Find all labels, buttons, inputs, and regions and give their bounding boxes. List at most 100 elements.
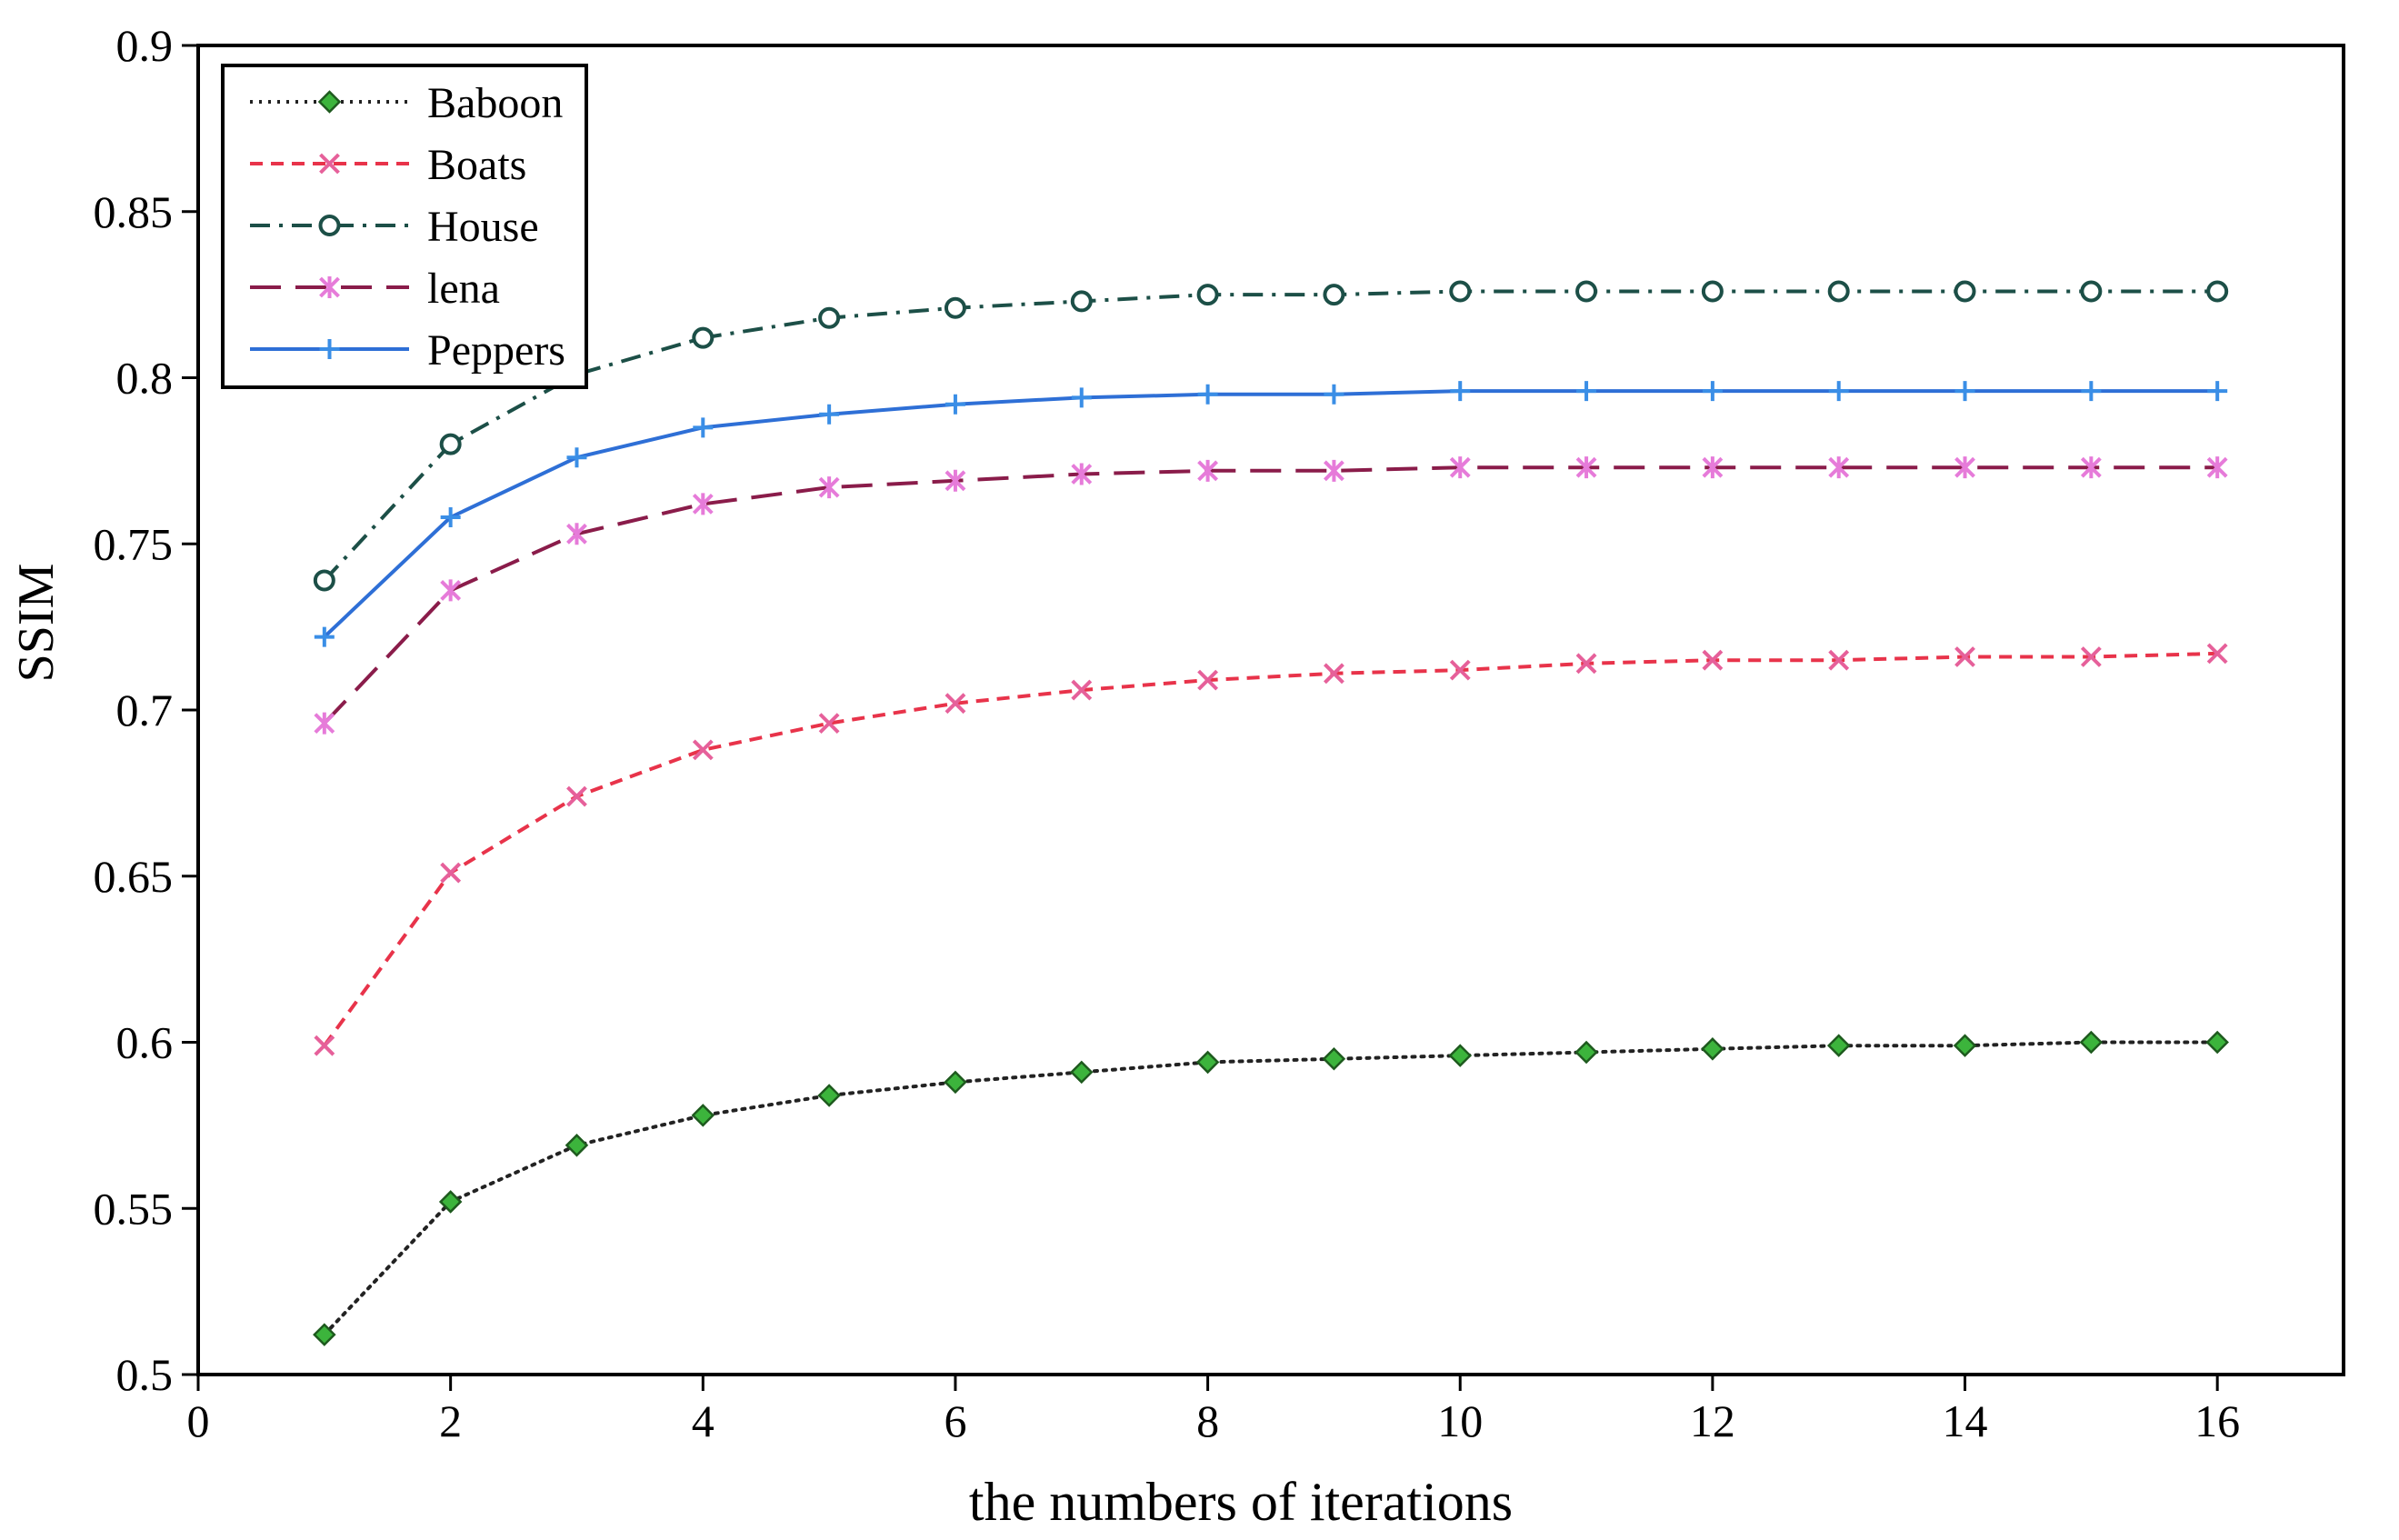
x-tick-label: 0 (187, 1395, 210, 1446)
data-point-lena (1575, 456, 1597, 479)
data-point-boats (1197, 669, 1219, 691)
x-tick-label: 10 (1437, 1395, 1483, 1446)
legend-label-house: House (427, 203, 539, 251)
data-point-peppers (1828, 381, 1849, 402)
data-point-lena (818, 476, 840, 499)
data-point-boats (2206, 643, 2228, 665)
data-point-house (692, 326, 715, 349)
data-point-house (1449, 280, 1472, 303)
data-point-peppers (1197, 384, 1218, 405)
data-point-boats (818, 713, 840, 735)
data-point-peppers (1450, 381, 1471, 402)
data-point-house (944, 296, 966, 319)
data-point-lena (1323, 459, 1344, 482)
series-peppers (314, 381, 2228, 647)
series-line-house (323, 289, 2218, 582)
data-point-peppers (1576, 381, 1597, 402)
data-point-house (818, 306, 841, 329)
x-tick-label: 4 (692, 1395, 715, 1446)
data-point-baboon (565, 1134, 589, 1157)
data-point-lena (1197, 459, 1219, 482)
data-point-baboon (313, 1323, 336, 1346)
y-tick-label: 0.55 (94, 1183, 174, 1234)
data-point-boats (1828, 649, 1850, 671)
data-point-baboon (1574, 1040, 1598, 1065)
data-point-baboon (1953, 1034, 1977, 1057)
y-axis-label: SSIM (8, 564, 65, 683)
data-point-baboon (1448, 1044, 1473, 1067)
legend-marker-peppers (319, 339, 340, 359)
legend-label-peppers: Peppers (427, 326, 565, 375)
x-tick-label: 14 (1943, 1395, 1988, 1446)
series-line-peppers (323, 389, 2218, 639)
data-point-boats (945, 693, 966, 715)
y-tick-label: 0.9 (116, 20, 174, 71)
legend-label-lena: lena (427, 265, 500, 313)
data-point-baboon (2079, 1030, 2104, 1055)
y-tick-label: 0.6 (116, 1017, 174, 1068)
data-point-peppers (2207, 381, 2228, 402)
data-point-boats (1702, 649, 1724, 671)
data-point-peppers (1954, 381, 1975, 402)
data-point-boats (1323, 663, 1344, 685)
y-tick-label: 0.85 (94, 186, 174, 237)
y-tick-label: 0.8 (116, 353, 174, 404)
legend-marker-boats (319, 153, 340, 175)
data-point-peppers (819, 404, 840, 425)
y-tick-label: 0.75 (94, 518, 174, 569)
x-tick-label: 12 (1690, 1395, 1735, 1446)
data-point-lena (314, 712, 335, 735)
data-point-baboon (817, 1084, 841, 1107)
data-point-boats (314, 1035, 335, 1056)
data-point-lena (440, 579, 462, 602)
data-point-boats (440, 862, 462, 884)
x-tick-label: 2 (439, 1395, 462, 1446)
data-point-peppers (566, 447, 587, 468)
data-point-house (439, 433, 462, 455)
data-point-baboon (1826, 1034, 1851, 1057)
legend-label-boats: Boats (427, 141, 526, 189)
data-point-house (1575, 280, 1598, 303)
data-point-baboon (438, 1190, 463, 1214)
data-point-peppers (945, 394, 965, 415)
legend-marker-lena (319, 276, 340, 298)
data-point-house (1954, 280, 1976, 303)
data-point-lena (2206, 456, 2228, 479)
data-point-lena (1071, 463, 1093, 485)
data-point-baboon (1322, 1047, 1346, 1071)
data-point-lena (1828, 456, 1850, 479)
data-point-peppers (1702, 381, 1723, 402)
data-point-baboon (944, 1070, 967, 1095)
data-point-lena (945, 469, 966, 492)
data-point-peppers (693, 417, 714, 438)
data-point-baboon (1195, 1050, 1220, 1075)
y-tick-label: 0.65 (94, 851, 174, 902)
data-point-lena (2080, 456, 2102, 479)
data-point-house (1196, 284, 1219, 306)
data-point-lena (1449, 456, 1471, 479)
data-point-boats (1449, 659, 1471, 681)
data-point-boats (1954, 646, 1975, 667)
series-boats (314, 643, 2228, 1056)
x-tick-label: 8 (1196, 1395, 1219, 1446)
x-tick-label: 16 (2194, 1395, 2240, 1446)
data-point-baboon (2205, 1030, 2229, 1055)
data-point-house (1701, 280, 1724, 303)
data-point-boats (566, 785, 587, 807)
data-point-peppers (1324, 384, 1344, 405)
series-line-boats (323, 651, 2218, 1047)
data-point-baboon (691, 1104, 715, 1127)
y-tick-label: 0.7 (116, 685, 174, 735)
data-point-peppers (1071, 387, 1092, 408)
x-tick-label: 6 (944, 1395, 966, 1446)
data-point-house (2080, 280, 2103, 303)
data-point-boats (1071, 679, 1093, 701)
series-baboon (313, 1030, 2229, 1346)
series-lena (314, 456, 2228, 735)
data-point-lena (566, 523, 587, 545)
data-point-lena (692, 493, 714, 515)
series-line-lena (323, 465, 2218, 725)
legend-marker-house (318, 215, 341, 236)
data-point-boats (1575, 653, 1597, 675)
